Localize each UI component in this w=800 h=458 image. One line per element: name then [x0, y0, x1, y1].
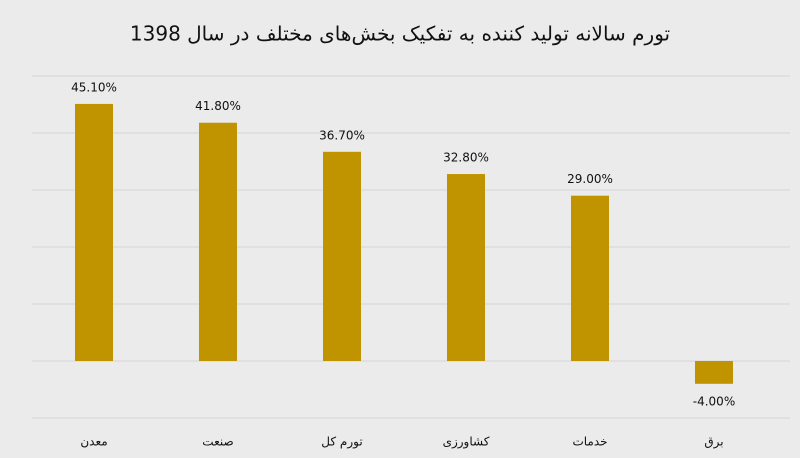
x-tick-label: تورم کل [321, 435, 362, 450]
value-label: 45.10% [71, 80, 117, 94]
x-tick-label: معدن [80, 435, 107, 449]
bar [75, 103, 113, 362]
chart-title: تورم سالانه تولید کننده به تفکیک بخش‌های… [130, 22, 670, 46]
x-tick-label: کشاورزی [443, 435, 490, 450]
bar [571, 195, 609, 361]
value-label: -4.00% [693, 394, 735, 408]
bar [199, 122, 237, 362]
value-label: 41.80% [195, 99, 241, 113]
bar [447, 174, 485, 361]
value-label: 32.80% [443, 151, 489, 165]
x-tick-label: خدمات [572, 435, 607, 449]
bar [695, 361, 733, 384]
value-label: 36.70% [319, 128, 365, 142]
x-tick-label: صنعت [202, 435, 233, 449]
bar [323, 151, 361, 361]
value-label: 29.00% [567, 172, 613, 186]
x-tick-label: برق [704, 435, 723, 450]
